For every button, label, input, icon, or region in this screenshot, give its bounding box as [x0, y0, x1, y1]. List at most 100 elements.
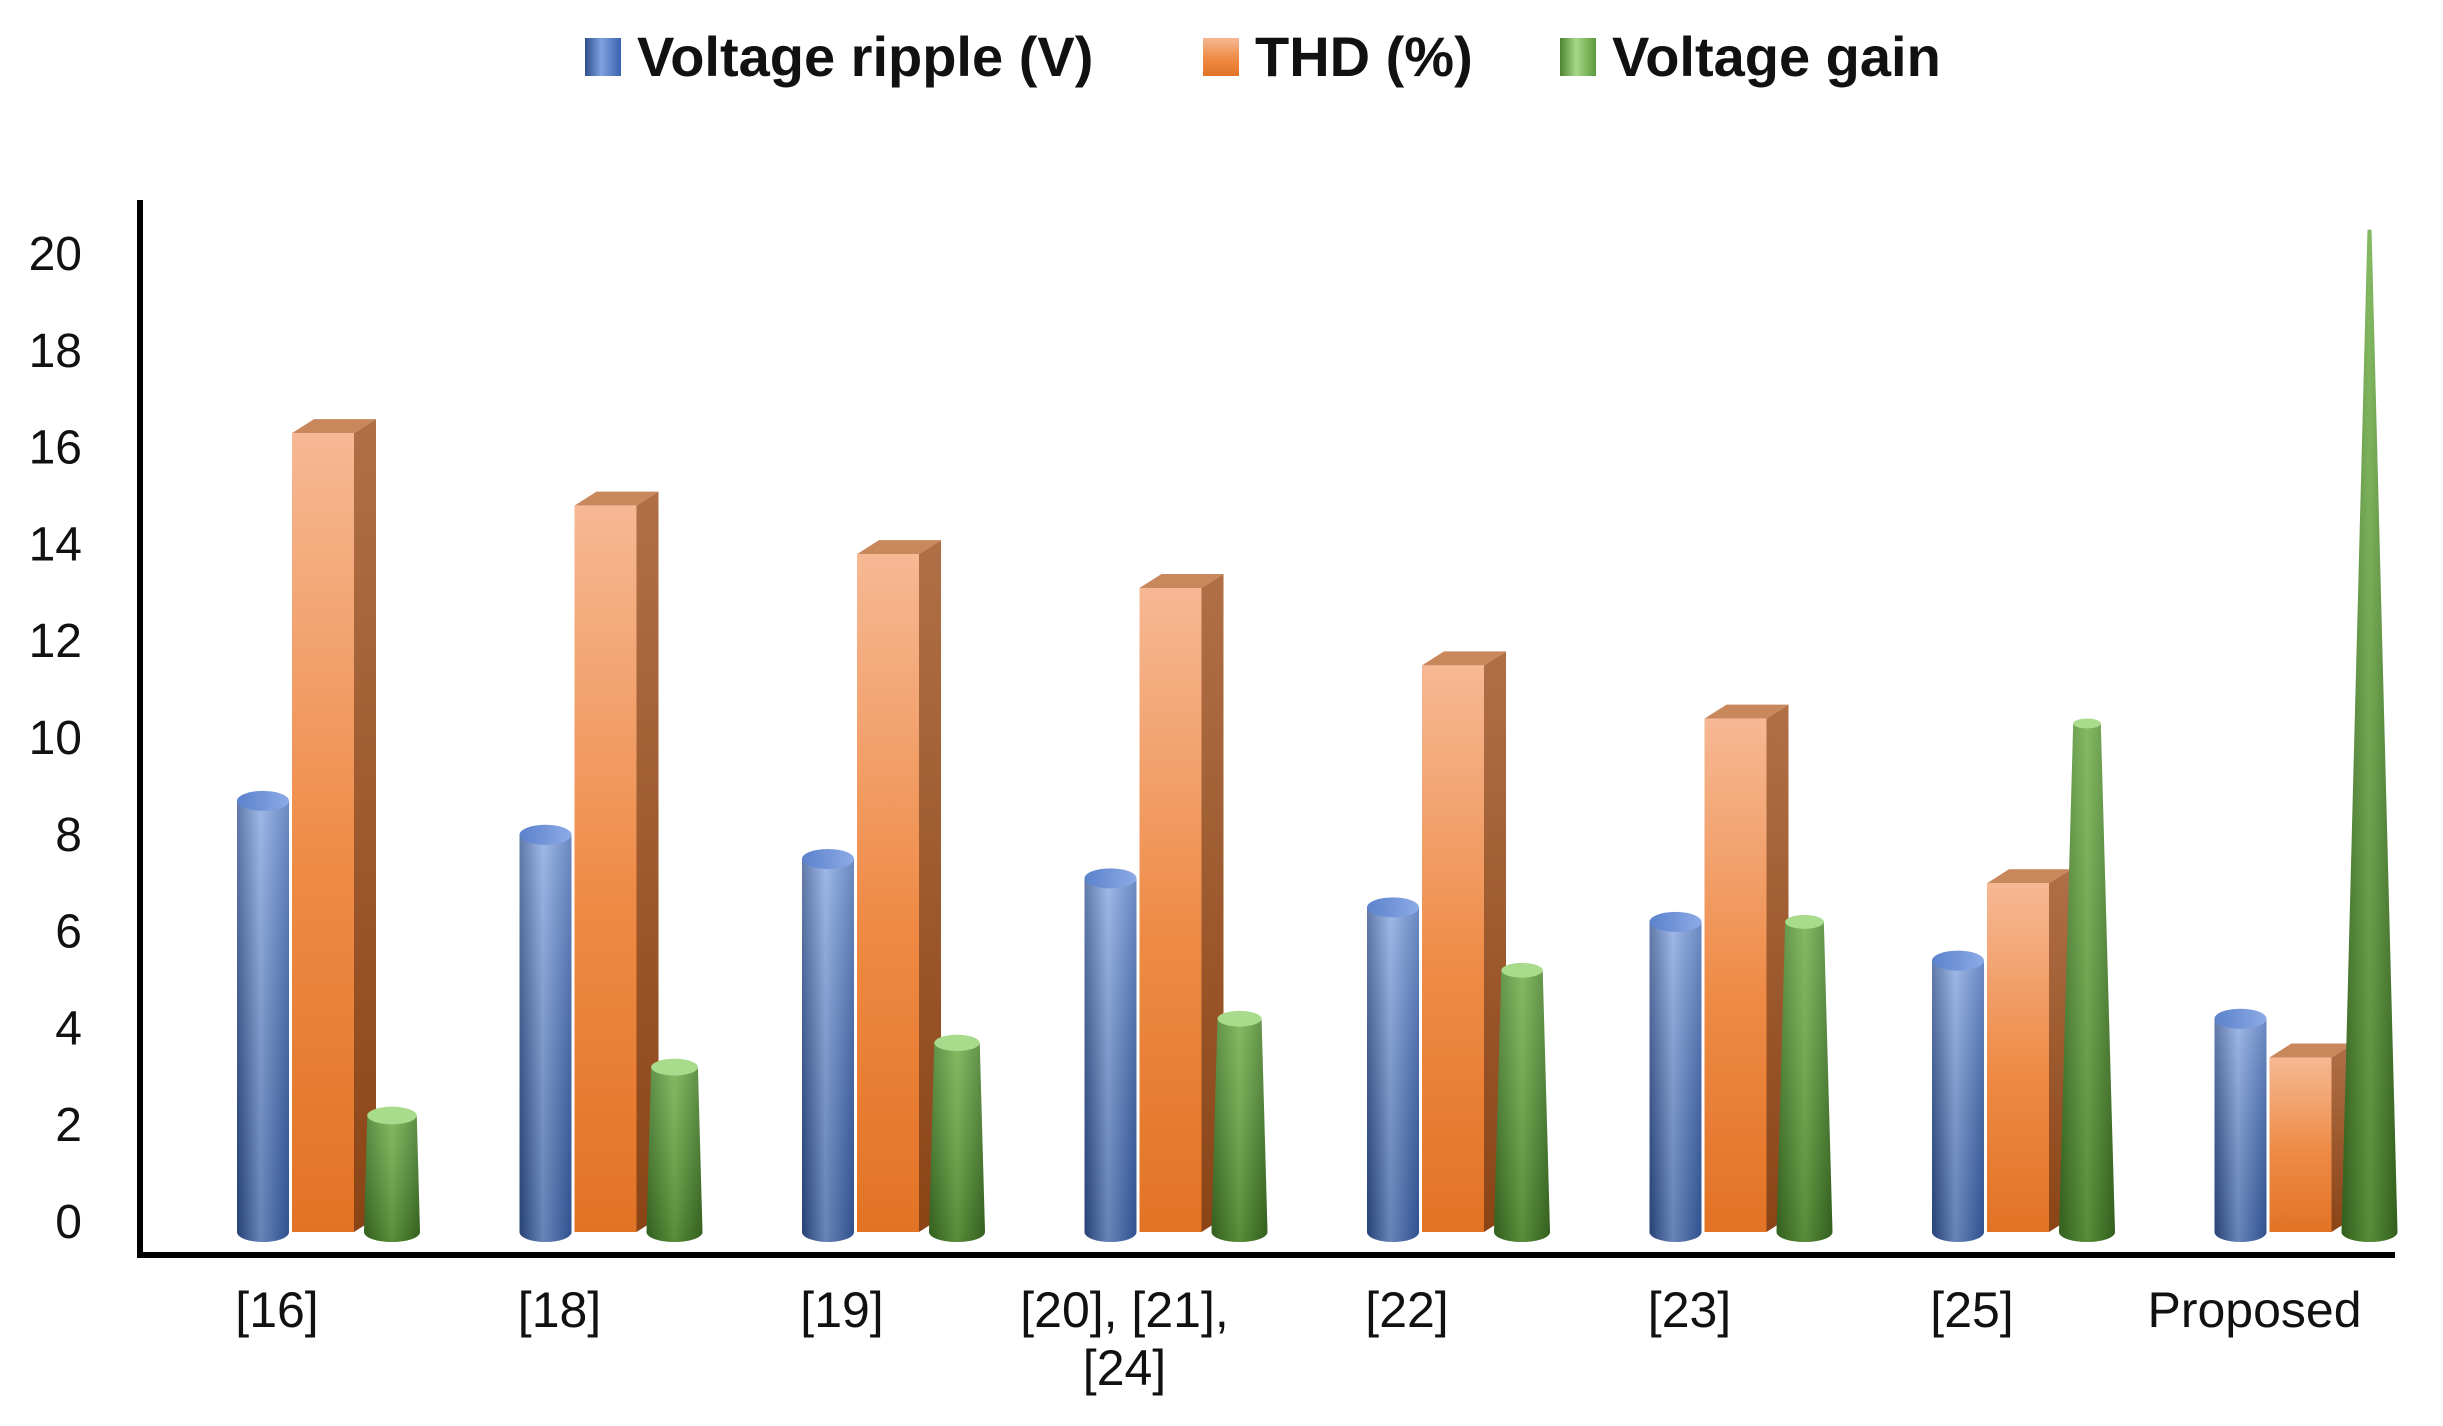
- bar-shade: [237, 800, 289, 1242]
- bar-top: [1649, 911, 1702, 932]
- bar-top: [367, 1106, 417, 1125]
- y-tick-label: 20: [29, 228, 82, 281]
- bar-thd-16: [292, 419, 376, 1233]
- category-label: [20], [21],: [1020, 1282, 1228, 1338]
- bar-top: [1217, 1010, 1262, 1027]
- category-label: Proposed: [2147, 1282, 2361, 1338]
- bar-thd-23: [1704, 704, 1789, 1232]
- bar-shade: [1211, 1018, 1268, 1242]
- bar-thd-proposed: [2269, 1043, 2354, 1232]
- bar-voltage-ripple-v-20-21-24: [1084, 868, 1137, 1242]
- bar-side: [636, 491, 659, 1232]
- bar-voltage-ripple-v-16: [237, 790, 289, 1242]
- bar-top: [519, 824, 572, 845]
- y-tick-labels: 0 2 4 6 8 10 12 14 16 18 20: [29, 228, 82, 1249]
- bar-thd-19: [857, 540, 941, 1232]
- bar-voltage-gain-22: [1494, 962, 1550, 1242]
- bar-shade: [1649, 921, 1702, 1242]
- bar-shade: [929, 1042, 985, 1242]
- bar-shade: [519, 834, 572, 1242]
- bar-top: [651, 1058, 698, 1076]
- bar-voltage-ripple-v-22: [1367, 897, 1419, 1242]
- bar-thd-22: [1422, 651, 1506, 1232]
- bar-shade: [1494, 970, 1550, 1242]
- bar-front: [1987, 883, 2049, 1232]
- bar-side: [354, 419, 376, 1233]
- bar-top: [1422, 651, 1506, 666]
- y-tick-label: 8: [55, 809, 82, 862]
- bar-top: [292, 419, 376, 434]
- category-label: [23]: [1648, 1282, 1731, 1338]
- bar-top: [2269, 1043, 2354, 1058]
- legend-label-thd: THD (%): [1255, 25, 1473, 88]
- y-tick-label: 6: [55, 906, 82, 959]
- legend-swatch-voltage-ripple: [585, 38, 621, 76]
- bar-voltage-gain-18: [646, 1058, 703, 1242]
- bar-top: [1704, 704, 1789, 719]
- category-label: [18]: [518, 1282, 601, 1338]
- bar-top: [1987, 869, 2071, 884]
- y-tick-label: 0: [55, 1196, 82, 1249]
- bar-voltage-ripple-v-25: [1932, 950, 1984, 1242]
- y-tick-label: 18: [29, 325, 82, 378]
- bar-voltage-gain-16: [364, 1106, 420, 1242]
- bar-top: [1501, 962, 1543, 978]
- bar-front: [1139, 587, 1202, 1232]
- bar-shade: [1932, 960, 1984, 1242]
- y-tick-label: 12: [29, 615, 82, 668]
- category-label: [24]: [1083, 1340, 1166, 1396]
- legend-swatch-thd: [1203, 38, 1239, 76]
- bar-top: [802, 849, 854, 869]
- bar-voltage-ripple-v-18: [519, 824, 572, 1242]
- bar-voltage-gain-25: [2059, 718, 2115, 1242]
- category-label: [16]: [235, 1282, 318, 1338]
- bar-shade: [364, 1115, 420, 1242]
- bar-front: [857, 554, 919, 1232]
- bar-voltage-ripple-v-19: [802, 849, 854, 1242]
- bar-shade: [2214, 1018, 2267, 1242]
- bar-top: [1084, 868, 1137, 889]
- bar-thd-25: [1987, 869, 2071, 1232]
- legend-label-voltage-ripple: Voltage ripple (V): [637, 25, 1093, 88]
- bar-shade: [1367, 907, 1419, 1242]
- legend-item-thd: THD (%): [1203, 25, 1473, 88]
- y-tick-label: 2: [55, 1099, 82, 1152]
- bar-top: [857, 540, 941, 555]
- bar-shade: [802, 859, 854, 1242]
- bar-top: [2073, 718, 2101, 729]
- category-label: [25]: [1930, 1282, 2013, 1338]
- bar-voltage-gain-23: [1776, 915, 1833, 1242]
- bar-thd-20-21-24: [1139, 573, 1224, 1232]
- bar-voltage-ripple-v-proposed: [2214, 1008, 2267, 1242]
- bar-voltage-gain-proposed: [2341, 229, 2398, 1243]
- y-tick-label: 10: [29, 712, 82, 765]
- bars: [237, 229, 2398, 1243]
- bar-shade: [646, 1067, 703, 1242]
- bar-voltage-gain-20-21-24: [1211, 1010, 1268, 1242]
- bar-top: [1139, 573, 1224, 588]
- category-labels: [16] [18] [19] [20], [21],[24] [22] [23] [25] P…: [235, 1282, 2361, 1396]
- bar-top: [2214, 1008, 2267, 1029]
- y-tick-label: 4: [55, 1002, 82, 1055]
- bar-shade: [1776, 921, 1833, 1242]
- bar-top: [574, 491, 659, 506]
- bar-front: [1704, 718, 1767, 1232]
- bar-front: [574, 505, 637, 1232]
- category-label: [19]: [800, 1282, 883, 1338]
- bar-top: [1785, 915, 1824, 929]
- bar-top: [237, 790, 289, 811]
- legend: Voltage ripple (V) THD (%) Voltage gain: [585, 25, 1941, 88]
- bar-voltage-ripple-v-23: [1649, 911, 1702, 1242]
- y-tick-label: 16: [29, 422, 82, 475]
- legend-item-voltage-gain: Voltage gain: [1560, 25, 1941, 88]
- bar-shade: [2059, 723, 2115, 1242]
- bar-top: [1932, 950, 1984, 971]
- legend-swatch-voltage-gain: [1560, 38, 1596, 76]
- bar-shade: [2341, 229, 2398, 1243]
- category-label: [22]: [1365, 1282, 1448, 1338]
- bar-top: [934, 1034, 980, 1052]
- bar-front: [292, 433, 354, 1233]
- bar-voltage-gain-19: [929, 1034, 985, 1242]
- bar-front: [1422, 665, 1484, 1232]
